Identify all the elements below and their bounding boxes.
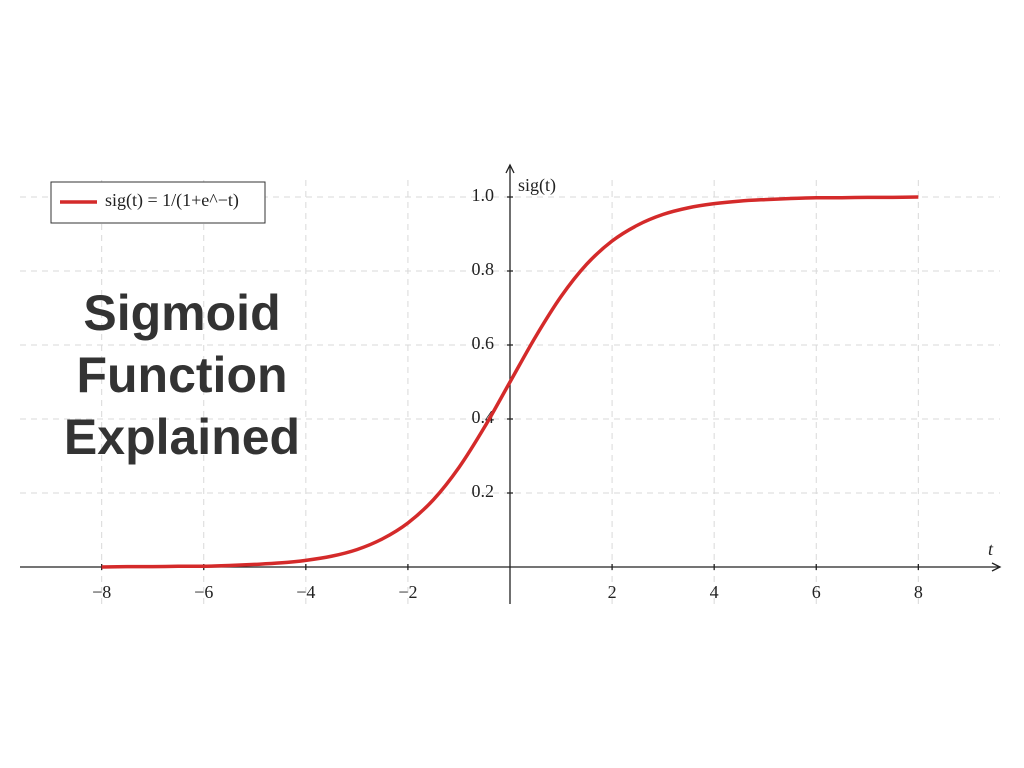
legend-label: sig(t) = 1/(1+e^−t) — [105, 190, 239, 211]
y-tick-label: 0.8 — [472, 259, 495, 279]
line — [101, 195, 919, 569]
y-axis-label: sig(t) — [518, 175, 556, 196]
x-tick-label: −8 — [92, 582, 111, 602]
legend: sig(t) = 1/(1+e^−t) — [50, 181, 266, 224]
x-axis-arrow — [991, 562, 1002, 572]
x-tick-label: 6 — [812, 582, 821, 602]
y-tick-label: 0.2 — [472, 481, 495, 501]
x-tick-label: −6 — [194, 582, 213, 602]
x-tick-label: 2 — [608, 582, 617, 602]
x-tick-label: 4 — [710, 582, 719, 602]
marks — [101, 195, 919, 569]
x-axis-label: t — [988, 539, 994, 559]
x-tick-label: −2 — [398, 582, 417, 602]
x-tick-label: 8 — [914, 582, 923, 602]
y-axis-arrow — [505, 163, 515, 174]
chart-title: Sigmoid Function Explained — [63, 285, 301, 465]
x-tick-label: −4 — [296, 582, 315, 602]
y-tick-label: 1.0 — [472, 185, 495, 205]
y-tick-label: 0.6 — [472, 333, 495, 353]
